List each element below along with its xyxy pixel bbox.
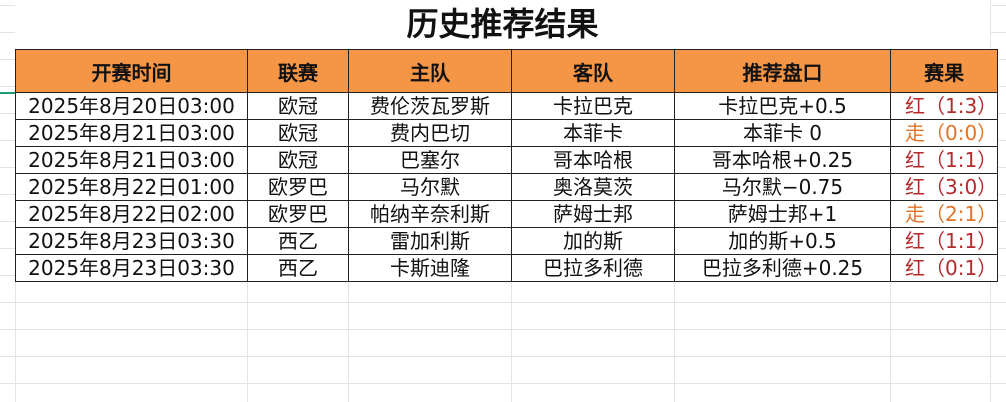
cell-result[interactable]: 红（1:1）	[889, 146, 999, 174]
row-selection-marker	[0, 92, 15, 94]
cell-league[interactable]: 欧罗巴	[247, 200, 349, 228]
cell-home[interactable]: 马尔默	[348, 173, 512, 201]
cell-league[interactable]: 欧冠	[247, 146, 349, 174]
cell-away[interactable]: 奥洛莫茨	[511, 173, 675, 201]
table-row: 2025年8月20日03:00 欧冠 费伦茨瓦罗斯 卡拉巴克 卡拉巴克+0.5 红（1:3…	[15, 92, 999, 120]
cell-time[interactable]: 2025年8月22日01:00	[15, 173, 248, 201]
header-pick[interactable]: 推荐盘口	[674, 49, 891, 93]
page-title: 历史推荐结果	[15, 0, 990, 48]
cell-away[interactable]: 哥本哈根	[511, 146, 675, 174]
cell-pick[interactable]: 加的斯+0.5	[674, 227, 891, 255]
cell-pick[interactable]: 卡拉巴克+0.5	[674, 92, 891, 120]
table-row: 2025年8月22日02:00 欧罗巴 帕纳辛奈利斯 萨姆士邦 萨姆士邦+1 走（2:1）	[15, 200, 999, 228]
cell-league[interactable]: 欧冠	[247, 92, 349, 120]
cell-result[interactable]: 走（0:0）	[889, 119, 999, 147]
header-time[interactable]: 开赛时间	[15, 49, 248, 93]
cell-away[interactable]: 加的斯	[511, 227, 675, 255]
cell-league[interactable]: 西乙	[247, 227, 349, 255]
table-row: 2025年8月23日03:30 西乙 雷加利斯 加的斯 加的斯+0.5 红（1:1）	[15, 227, 999, 255]
cell-league[interactable]: 欧罗巴	[247, 173, 349, 201]
cell-time[interactable]: 2025年8月21日03:00	[15, 146, 248, 174]
table-row: 2025年8月21日03:00 欧冠 巴塞尔 哥本哈根 哥本哈根+0.25 红（1:1）	[15, 146, 999, 174]
header-result[interactable]: 赛果	[889, 49, 999, 93]
cell-result[interactable]: 红（0:1）	[889, 254, 999, 282]
header-league[interactable]: 联赛	[247, 49, 349, 93]
results-table: 开赛时间 联赛 主队 客队 推荐盘口 赛果 2025年8月20日03:00 欧冠费…	[15, 49, 999, 282]
cell-time[interactable]: 2025年8月22日02:00	[15, 200, 248, 228]
table-row: 2025年8月23日03:30 西乙 卡斯迪隆 巴拉多利德 巴拉多利德+0.25 红（0:…	[15, 254, 999, 282]
cell-home[interactable]: 帕纳辛奈利斯	[348, 200, 512, 228]
cell-time[interactable]: 2025年8月23日03:30	[15, 254, 248, 282]
cell-pick[interactable]: 马尔默−0.75	[674, 173, 891, 201]
table-row: 2025年8月21日03:00 欧冠 费内巴切 本菲卡 本菲卡 0 走（0:0）	[15, 119, 999, 147]
header-away[interactable]: 客队	[511, 49, 675, 93]
cell-pick[interactable]: 萨姆士邦+1	[674, 200, 891, 228]
cell-home[interactable]: 雷加利斯	[348, 227, 512, 255]
cell-result[interactable]: 走（2:1）	[889, 200, 999, 228]
cell-league[interactable]: 欧冠	[247, 119, 349, 147]
cell-home[interactable]: 卡斯迪隆	[348, 254, 512, 282]
cell-away[interactable]: 巴拉多利德	[511, 254, 675, 282]
cell-home[interactable]: 费内巴切	[348, 119, 512, 147]
header-home[interactable]: 主队	[348, 49, 512, 93]
cell-league[interactable]: 西乙	[247, 254, 349, 282]
cell-time[interactable]: 2025年8月21日03:00	[15, 119, 248, 147]
cell-home[interactable]: 费伦茨瓦罗斯	[348, 92, 512, 120]
cell-away[interactable]: 本菲卡	[511, 119, 675, 147]
cell-time[interactable]: 2025年8月23日03:30	[15, 227, 248, 255]
cell-result[interactable]: 红（1:3）	[889, 92, 999, 120]
cell-pick[interactable]: 本菲卡 0	[674, 119, 891, 147]
cell-pick[interactable]: 巴拉多利德+0.25	[674, 254, 891, 282]
cell-time[interactable]: 2025年8月20日03:00	[15, 92, 248, 120]
cell-result[interactable]: 红（1:1）	[889, 227, 999, 255]
header-row: 开赛时间 联赛 主队 客队 推荐盘口 赛果	[15, 49, 999, 93]
cell-away[interactable]: 萨姆士邦	[511, 200, 675, 228]
cell-home[interactable]: 巴塞尔	[348, 146, 512, 174]
cell-pick[interactable]: 哥本哈根+0.25	[674, 146, 891, 174]
cell-result[interactable]: 红（3:0）	[889, 173, 999, 201]
cell-away[interactable]: 卡拉巴克	[511, 92, 675, 120]
table-row: 2025年8月22日01:00 欧罗巴 马尔默 奥洛莫茨 马尔默−0.75 红（3:0）	[15, 173, 999, 201]
